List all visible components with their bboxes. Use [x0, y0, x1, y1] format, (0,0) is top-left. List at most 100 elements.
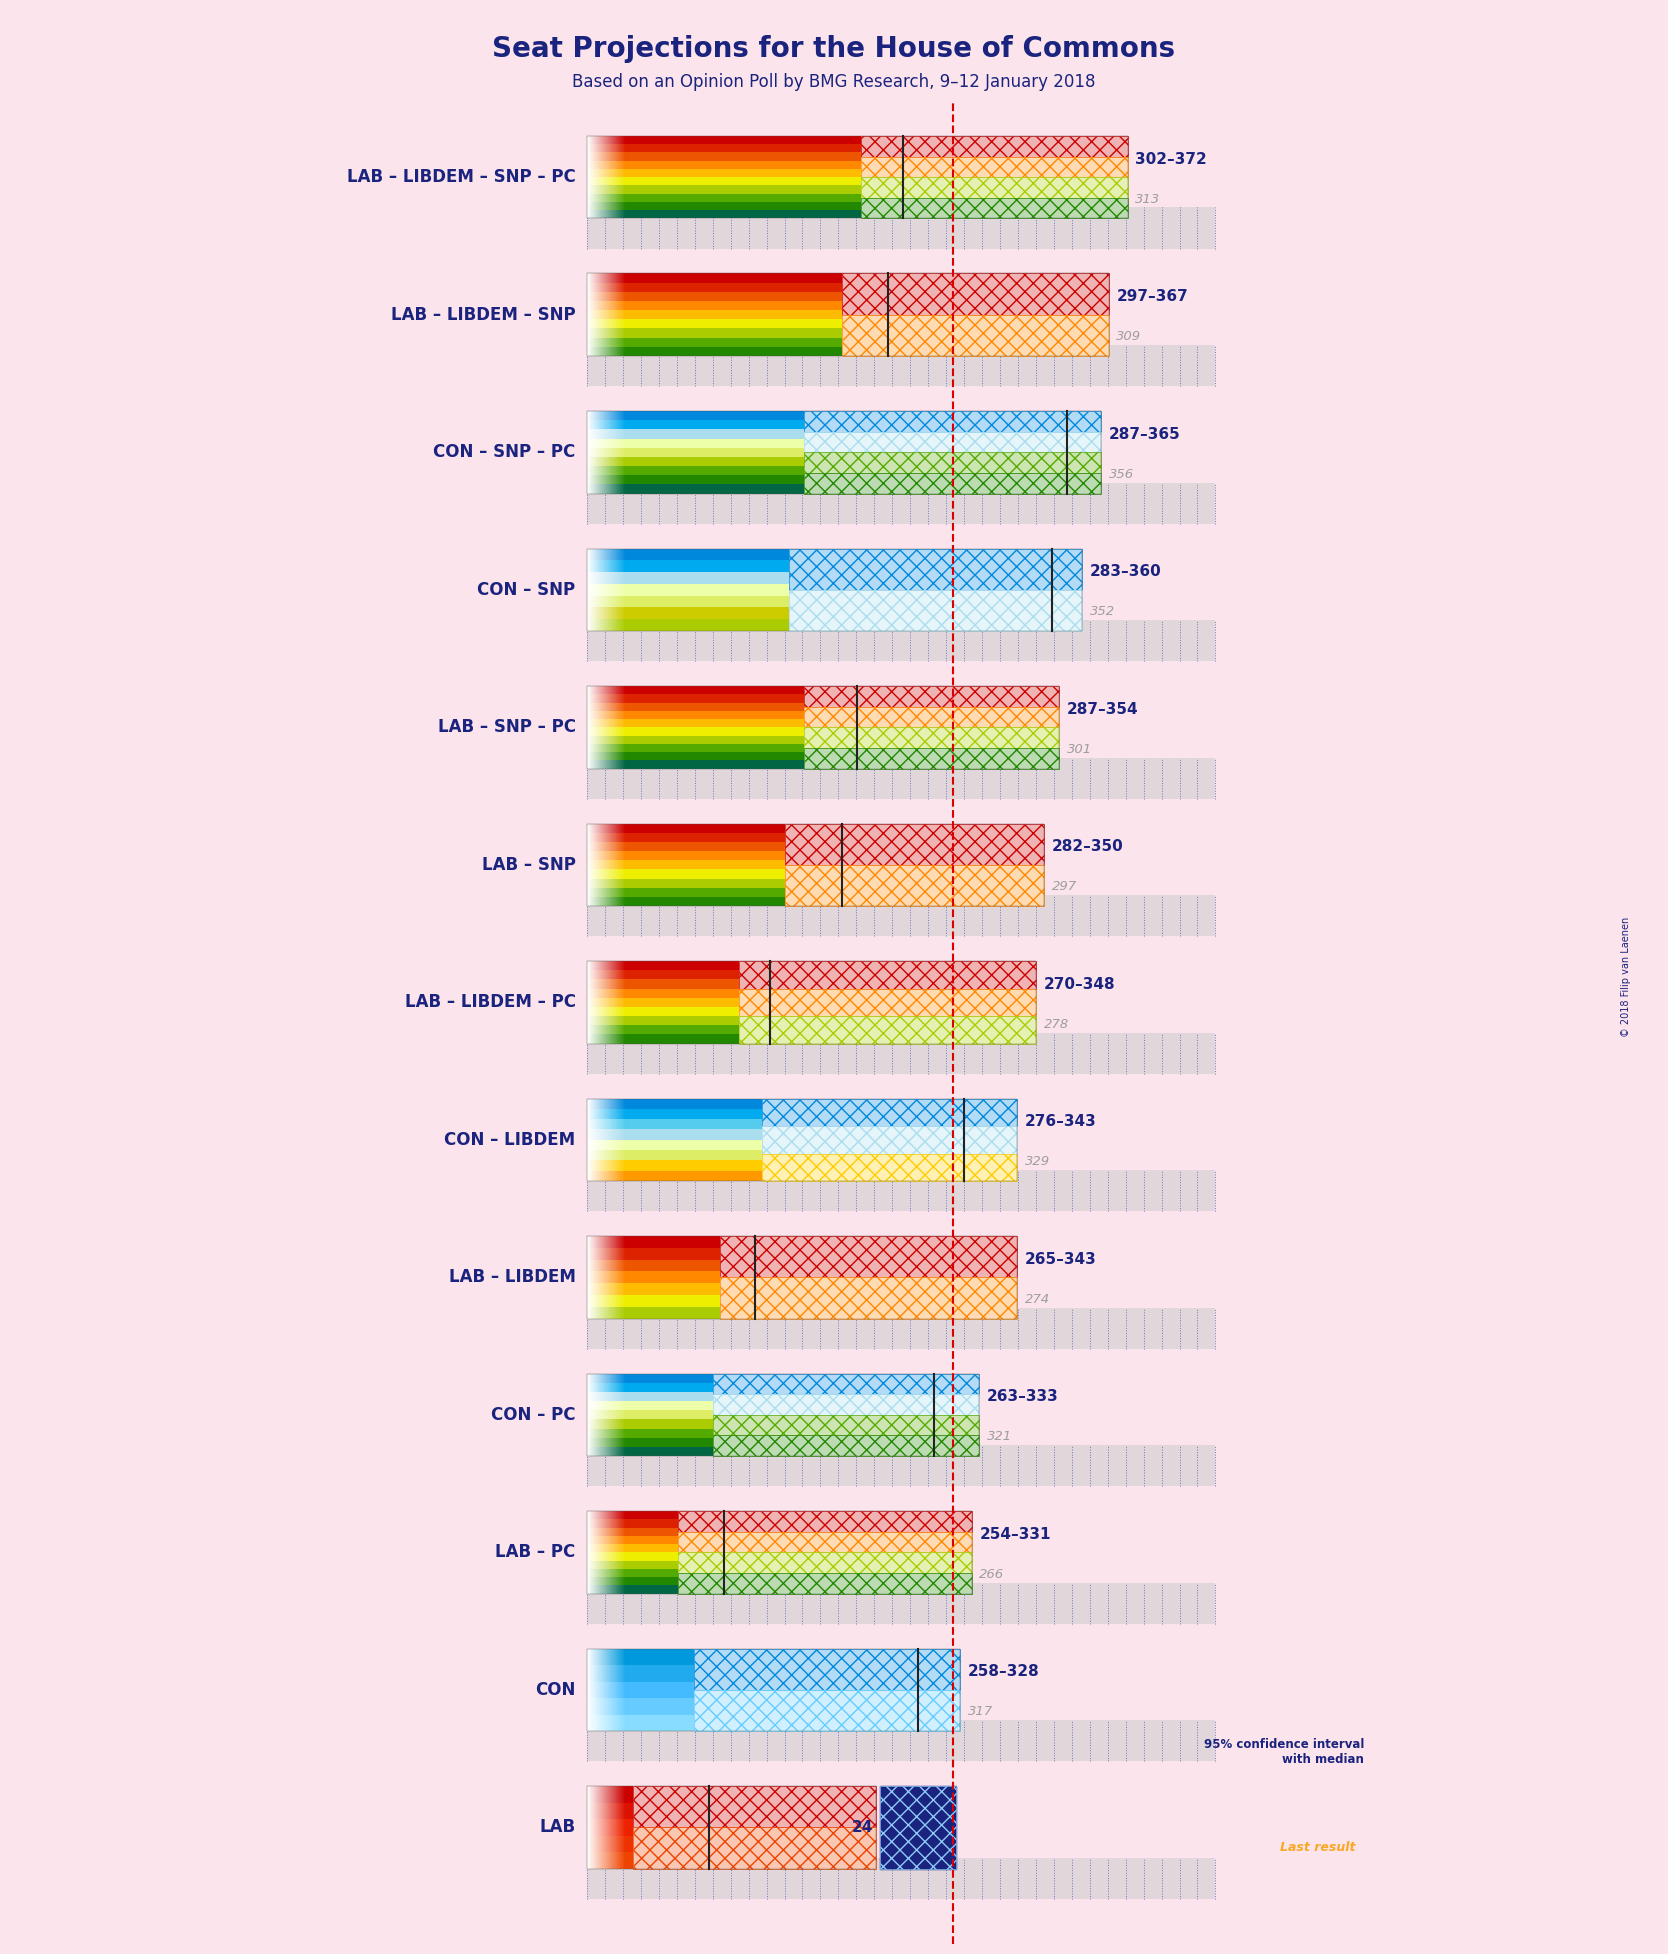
Bar [712, 1374, 979, 1395]
Bar [626, 842, 786, 852]
Bar [626, 1139, 762, 1151]
Bar [626, 760, 804, 768]
Bar [694, 1690, 961, 1731]
Bar [626, 1835, 632, 1852]
Text: Seat Projections for the House of Commons: Seat Projections for the House of Common… [492, 35, 1176, 63]
Text: 329: 329 [1024, 1155, 1051, 1168]
Bar [626, 475, 804, 485]
Bar [626, 584, 789, 596]
Bar [694, 1649, 961, 1690]
Text: 258–328: 258–328 [967, 1665, 1039, 1678]
Bar [626, 989, 739, 998]
Text: 278: 278 [1044, 1018, 1069, 1032]
Bar [626, 211, 861, 219]
Bar [587, 895, 1216, 936]
Bar [626, 338, 842, 346]
Text: CON – SNP: CON – SNP [477, 580, 575, 598]
Bar [881, 1786, 956, 1868]
Bar [804, 748, 1059, 768]
Bar [626, 711, 804, 719]
Bar [804, 727, 1059, 748]
Bar [861, 137, 1128, 156]
Bar [626, 879, 786, 887]
Text: 287–365: 287–365 [1109, 426, 1181, 442]
Bar [721, 1278, 1017, 1319]
Bar [587, 961, 1036, 1043]
Bar [679, 1551, 972, 1573]
Bar [721, 1237, 1017, 1278]
Bar [587, 346, 1216, 387]
Bar [861, 156, 1128, 178]
Bar [626, 979, 739, 989]
Bar [626, 1428, 712, 1438]
Bar [626, 485, 804, 494]
Text: 283–360: 283–360 [1089, 565, 1161, 580]
Bar [626, 410, 804, 420]
Bar [626, 186, 861, 193]
Bar [626, 727, 804, 735]
Text: LAB – LIBDEM – PC: LAB – LIBDEM – PC [405, 993, 575, 1012]
Bar [626, 193, 861, 201]
Text: 356: 356 [1109, 467, 1134, 481]
Bar [626, 1120, 762, 1129]
Bar [626, 1034, 739, 1043]
Bar [626, 1272, 721, 1284]
Text: CON – LIBDEM: CON – LIBDEM [444, 1131, 575, 1149]
Bar [626, 1649, 694, 1665]
Bar [626, 1026, 739, 1034]
Bar [626, 752, 804, 760]
Bar [587, 207, 1216, 248]
Bar [861, 178, 1128, 197]
Text: Based on an Opinion Poll by BMG Research, 9–12 January 2018: Based on an Opinion Poll by BMG Research… [572, 72, 1096, 92]
Bar [626, 447, 804, 457]
Bar [626, 328, 842, 338]
Bar [626, 160, 861, 168]
Text: LAB – LIBDEM: LAB – LIBDEM [449, 1268, 575, 1286]
Text: 24: 24 [851, 1819, 872, 1835]
Bar [626, 1249, 721, 1260]
Bar [626, 1296, 721, 1307]
Text: 309: 309 [1116, 330, 1141, 344]
Bar [789, 590, 1083, 631]
Bar [739, 1016, 1036, 1043]
Bar [587, 1510, 972, 1594]
Bar [587, 549, 1083, 631]
Bar [587, 619, 1216, 660]
Bar [626, 1528, 679, 1536]
Text: LAB – LIBDEM – SNP: LAB – LIBDEM – SNP [390, 305, 575, 324]
Bar [626, 735, 804, 744]
Text: 274: 274 [1024, 1294, 1051, 1305]
Bar [626, 1391, 712, 1401]
Bar [626, 573, 789, 584]
Text: 270–348: 270–348 [1044, 977, 1116, 993]
Bar [626, 1665, 694, 1682]
Bar [587, 483, 1216, 524]
Bar [626, 852, 786, 860]
Bar [626, 703, 804, 711]
Bar [626, 291, 842, 301]
Bar [804, 451, 1101, 473]
Bar [626, 301, 842, 311]
Bar [626, 1544, 679, 1551]
Text: CON: CON [535, 1680, 575, 1698]
Bar [626, 1852, 632, 1868]
Bar [587, 1649, 961, 1731]
Bar [587, 1098, 1017, 1180]
Text: 301: 301 [1068, 743, 1093, 756]
Text: LAB: LAB [539, 1819, 575, 1837]
Bar [626, 137, 861, 145]
Text: © 2018 Filip van Laenen: © 2018 Filip van Laenen [1621, 916, 1631, 1038]
Bar [626, 1714, 694, 1731]
Bar [587, 758, 1216, 799]
Text: 297–367: 297–367 [1116, 289, 1188, 305]
Bar [626, 549, 789, 561]
Bar [626, 1374, 712, 1383]
Text: 317: 317 [967, 1706, 992, 1718]
Bar [587, 1858, 1216, 1899]
Bar [626, 1098, 762, 1108]
Bar [626, 465, 804, 475]
Bar [626, 1551, 679, 1561]
Bar [804, 410, 1101, 432]
Bar [587, 1583, 1216, 1624]
Bar [626, 201, 861, 211]
